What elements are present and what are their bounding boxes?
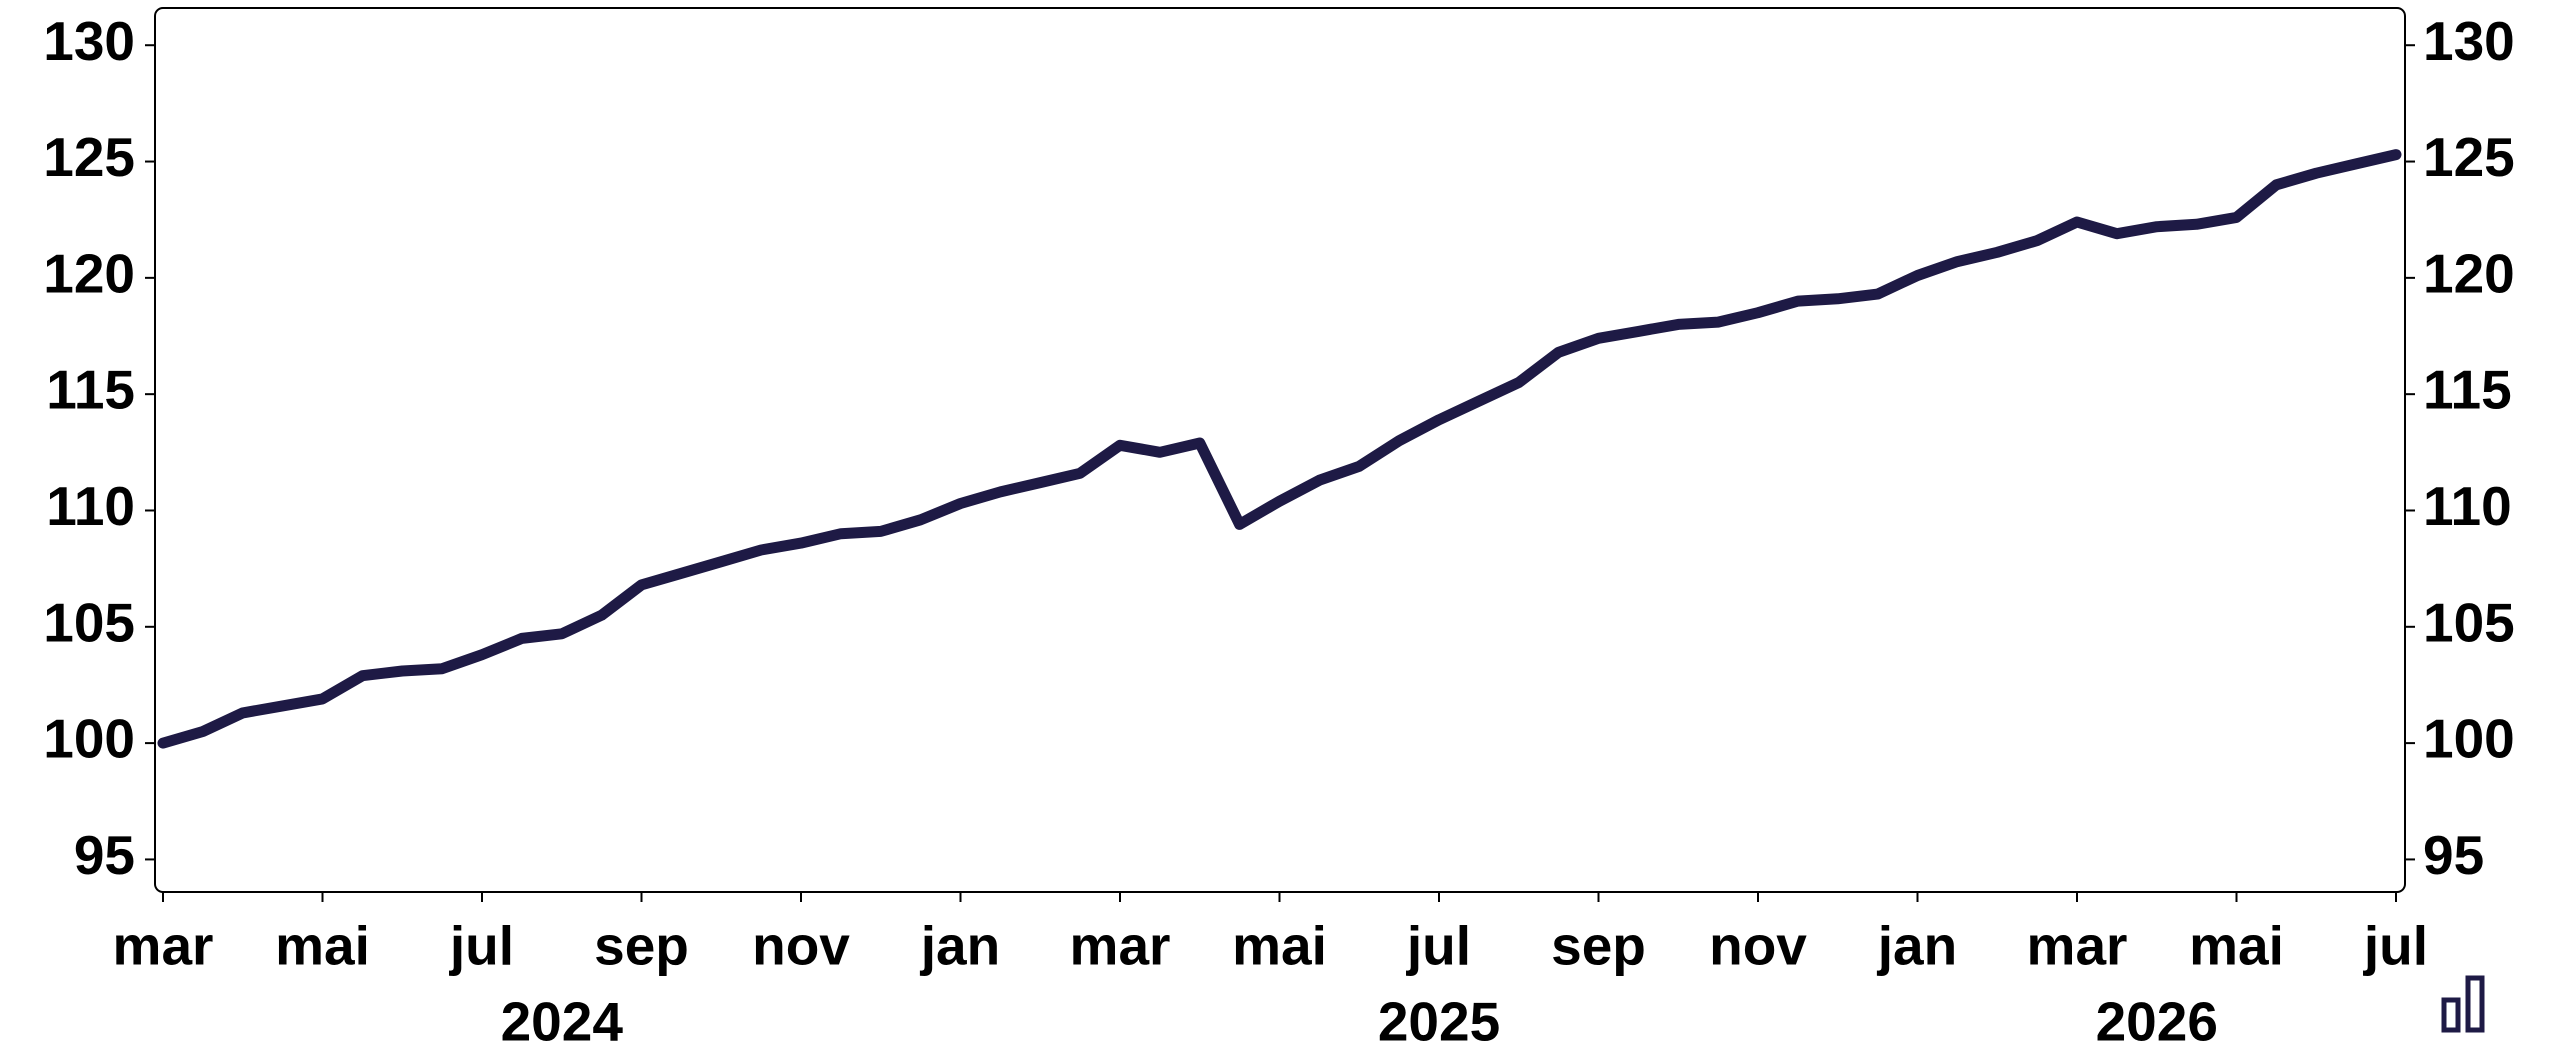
logo (2441, 975, 2485, 1033)
x-tick-label: jan (1877, 915, 1957, 977)
y2-tick-label: 100 (2423, 708, 2515, 770)
x-tick-label: nov (1709, 915, 1807, 977)
x-tick-label: jul (449, 915, 514, 977)
y2-tick-label: 95 (2423, 824, 2484, 886)
y-tick-label: 115 (46, 359, 135, 421)
y2-tick-label: 115 (2423, 359, 2512, 421)
plot-frame (154, 7, 2406, 893)
y2-tick-label: 120 (2423, 242, 2515, 304)
x-tick-label: mai (275, 915, 370, 977)
x-tick-label: jan (920, 915, 1000, 977)
y-tick-label: 105 (43, 591, 135, 653)
y2-tick-label: 105 (2423, 591, 2515, 653)
x-tick-label: jul (1406, 915, 1471, 977)
x-tick-label: mar (1070, 915, 1171, 977)
x-tick-label: sep (594, 915, 689, 977)
y2-tick-label: 130 (2423, 10, 2515, 72)
y-tick-label: 125 (43, 126, 135, 188)
x-tick-label: mar (2027, 915, 2128, 977)
y-tick-label: 100 (43, 708, 135, 770)
y2-tick-label: 110 (2423, 475, 2512, 537)
year-label: 2025 (1378, 991, 1500, 1053)
y-tick-label: 120 (43, 242, 135, 304)
year-label: 2024 (501, 991, 624, 1053)
y2-tick-label: 125 (2423, 126, 2515, 188)
x-tick-label: jul (2363, 915, 2428, 977)
y-tick-label: 110 (46, 475, 135, 537)
year-label: 2026 (2096, 991, 2218, 1053)
x-tick-label: mai (2189, 915, 2284, 977)
x-tick-label: mai (1232, 915, 1327, 977)
y-tick-label: 95 (74, 824, 135, 886)
y-tick-label: 130 (43, 10, 135, 72)
x-tick-label: mar (113, 915, 214, 977)
line-series (157, 149, 2402, 749)
x-tick-label: sep (1551, 915, 1646, 977)
x-tick-label: nov (752, 915, 850, 977)
